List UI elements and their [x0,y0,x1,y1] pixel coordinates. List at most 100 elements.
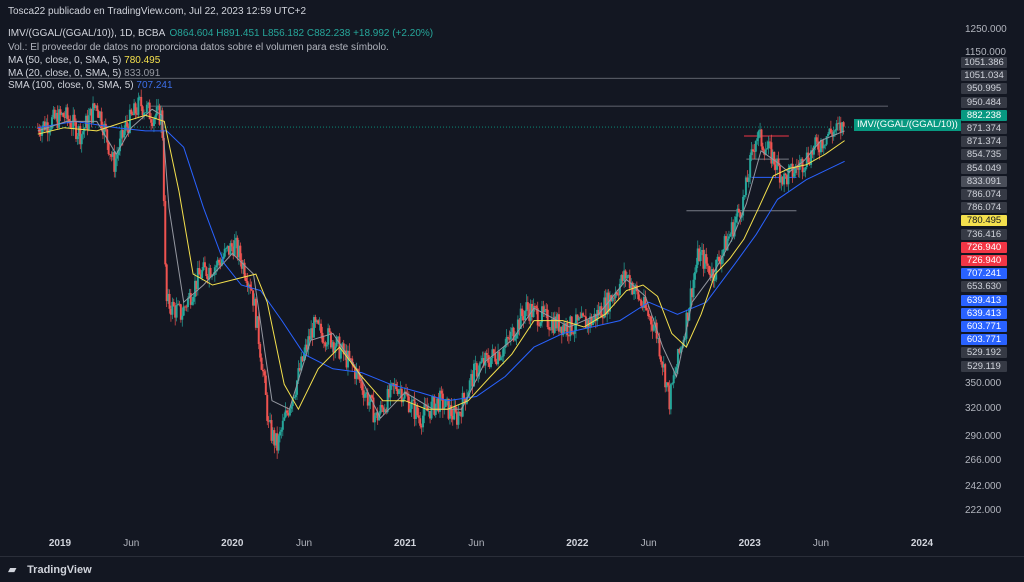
candle-body [403,391,406,399]
candle-body [167,293,170,302]
ma20-line [37,108,845,419]
candle-body [250,288,253,291]
candle-body [218,259,221,263]
candle-body [781,176,784,185]
candle-body [373,415,376,423]
candle-body [203,262,206,268]
change-value: +18.992 (+2.20%) [353,28,434,39]
candle-body [308,336,311,340]
candle-body [281,420,284,430]
candle-body [366,392,369,406]
price-chart[interactable] [0,0,1024,556]
legend-ma50[interactable]: MA (50, close, 0, SMA, 5) 780.495 [8,55,160,66]
tv-logo-icon: ▰ [8,564,17,576]
candle-body [226,245,229,249]
candle-body [718,256,721,262]
brand-text: TradingView [27,564,92,576]
candle-body [368,402,371,406]
candle-body [669,384,672,410]
candle-body [512,327,515,341]
candle-body [134,103,137,114]
candle-body [785,175,788,185]
candle-body [388,389,391,398]
candle-body [371,395,374,398]
candle-body [144,112,147,114]
candle-body [60,113,63,115]
candle-body [150,119,153,123]
candle-body [736,208,739,217]
candle-body [334,346,337,353]
candle-body [614,292,617,298]
candle-body [199,274,202,279]
candle-body [787,169,790,185]
candle-body [39,132,42,136]
candle-body [548,327,551,330]
candle-body [329,332,332,348]
candle-body [808,162,811,165]
candle-body [570,316,573,334]
candle-body [69,121,72,128]
candle-body [290,406,293,409]
candle-body [540,306,543,323]
price-tag: 882.238 [961,109,1007,121]
legend-symbol[interactable]: IMV/(GGAL/(GGAL/10)), 1D, BCBA [8,28,165,39]
x-tick-label: Jun [468,538,485,549]
candle-body [715,259,718,280]
candle-body [791,163,794,177]
candle-body [297,368,300,381]
price-tag: 780.495 [961,215,1007,227]
candle-body [229,243,232,255]
candle-body [719,261,722,265]
candle-body [73,114,76,122]
candle-body [118,138,121,152]
candle-body [790,163,793,166]
candle-body [315,320,318,323]
candle-body [648,316,651,317]
candle-body [645,308,648,311]
candle-body [470,374,473,381]
candle-body [291,397,294,407]
candle-body [147,102,150,105]
candle-body [55,113,58,119]
candle-body [202,262,205,271]
candle-body [814,137,817,146]
tradingview-logo[interactable]: ▰ TradingView [8,563,92,576]
candle-body [383,409,386,413]
candle-body [376,412,379,421]
candle-body [824,144,827,146]
candle-body [216,259,219,266]
candle-body [307,336,310,350]
candle-body [768,141,771,143]
candle-body [802,170,805,173]
candle-body [390,383,393,385]
candle-body [743,195,746,197]
candle-body [838,122,841,124]
candle-body [533,306,536,307]
y-tick-label: 242.000 [965,480,1002,492]
candle-body [277,435,280,451]
candle-body [233,240,236,256]
price-tag: 726.940 [961,255,1007,266]
candle-body [283,417,286,421]
candle-body [504,345,507,348]
candle-body [800,158,803,163]
candle-body [475,363,478,377]
candle-body [842,122,845,127]
candle-body [254,298,257,328]
price-tag: 726.940 [961,241,1007,253]
candle-body [414,405,417,419]
legend-ma20[interactable]: MA (20, close, 0, SMA, 5) 833.091 [8,68,160,79]
candle-body [270,420,273,441]
candle-body [495,361,498,365]
candle-body [389,383,392,398]
candle-body [36,127,39,129]
candle-body [267,420,270,422]
candle-body [273,430,276,446]
candle-body [446,398,449,400]
legend-sma100[interactable]: SMA (100, close, 0, SMA, 5) 707.241 [8,80,173,91]
candle-body [691,288,694,298]
candle-body [623,270,626,282]
candle-body [215,265,218,268]
candle-body [671,383,674,385]
candle-body [209,267,212,278]
